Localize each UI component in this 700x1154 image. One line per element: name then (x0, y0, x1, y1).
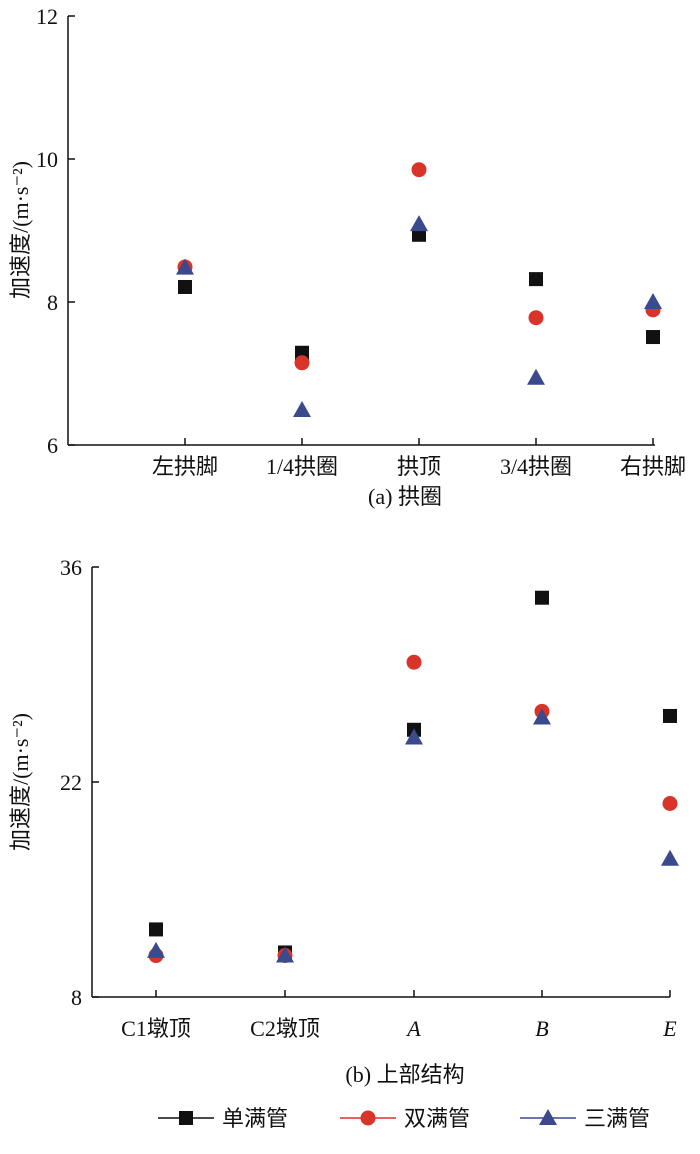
panel-title: (b) 上部结构 (345, 1062, 464, 1087)
data-point-square (412, 227, 426, 242)
data-point-triangle (405, 728, 423, 745)
data-point-triangle (293, 400, 311, 417)
x-tick-label: C1墩顶 (121, 1016, 191, 1041)
y-tick-label: 22 (60, 770, 82, 795)
y-tick-label: 6 (47, 433, 58, 458)
legend-item: 双满管 (340, 1106, 470, 1131)
data-point-triangle (661, 849, 679, 866)
data-point-square (149, 922, 163, 937)
legend: 单满管 双满管 三满管 (158, 1106, 650, 1131)
data-point-square (178, 279, 192, 294)
y-tick-label: 10 (36, 147, 58, 172)
y-tick-label: 12 (36, 4, 58, 29)
data-point-square (663, 708, 677, 723)
y-tick-label: 36 (60, 555, 82, 580)
legend-label: 双满管 (404, 1106, 470, 1131)
legend-label: 三满管 (584, 1106, 650, 1131)
x-tick-label: 3/4拱圈 (500, 454, 572, 479)
chart-panel-b: 8 22 36 加速度/(m·s⁻²) C1墩顶 C2墩顶 A B E (b) 上部结构 (8, 555, 679, 1087)
x-tick-label: E (662, 1016, 677, 1041)
legend-marker-triangle (539, 1109, 557, 1125)
legend-label: 单满管 (222, 1106, 288, 1131)
data-point-triangle (644, 293, 662, 309)
y-tick-label: 8 (71, 985, 82, 1010)
legend-marker-square (179, 1111, 193, 1125)
data-point-triangle (527, 368, 545, 385)
data-point-circle (662, 796, 678, 811)
x-tick-label: 拱顶 (397, 454, 441, 479)
panel-title: (a) 拱圈 (368, 484, 442, 509)
data-point-triangle (276, 946, 294, 963)
x-tick-label: A (405, 1016, 421, 1041)
legend-item: 单满管 (158, 1106, 288, 1131)
x-tick-label: 左拱脚 (152, 454, 218, 479)
x-tick-label: 右拱脚 (620, 454, 686, 479)
data-point-triangle (533, 708, 551, 725)
x-tick-label: C2墩顶 (250, 1016, 320, 1041)
y-tick-label: 8 (47, 290, 58, 315)
data-point-square (646, 330, 660, 345)
x-tick-label: 1/4拱圈 (266, 454, 338, 479)
data-point-circle (528, 310, 544, 326)
data-point-circle (406, 654, 422, 670)
data-point-square (529, 272, 543, 287)
legend-item: 三满管 (520, 1106, 650, 1131)
data-point-square (535, 590, 549, 605)
data-point-triangle (147, 941, 165, 958)
data-point-triangle (176, 258, 194, 275)
x-tick-label: B (535, 1016, 548, 1041)
legend-marker-circle (360, 1110, 376, 1126)
data-point-circle (294, 355, 310, 371)
data-point-triangle (410, 215, 428, 232)
y-axis-label: 加速度/(m·s⁻²) (8, 161, 33, 299)
data-point-circle (411, 162, 427, 178)
chart-panel-a: 6 8 10 12 加速度/(m·s⁻²) 左拱脚 1/4拱圈 拱顶 3/4拱圈 右拱脚 (a) 拱… (8, 4, 686, 509)
y-axis-label: 加速度/(m·s⁻²) (8, 713, 33, 851)
